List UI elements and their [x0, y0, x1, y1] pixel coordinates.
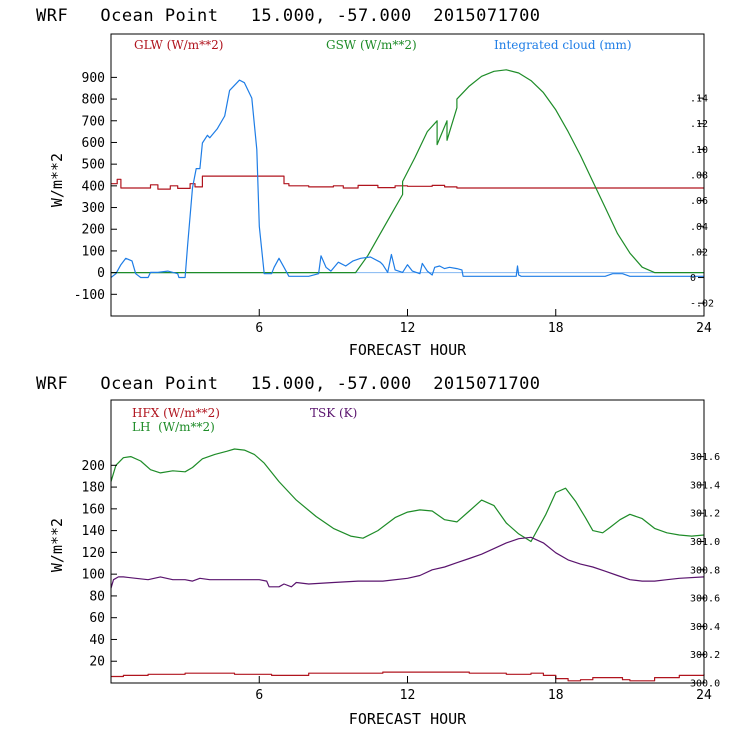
panel-2-y-axis-label: W/m**2 [48, 518, 66, 572]
legend-lh: LH (W/m**2) [132, 420, 215, 434]
panel-2-x-tick-label: 18 [548, 688, 564, 703]
panel-1-y-tick-label: 800 [82, 93, 105, 108]
panel-1-y-tick-label: -100 [74, 288, 105, 303]
panel-1-x-axis-label: FORECAST HOUR [349, 341, 467, 359]
panel-1-y2-tick-label: .04 [690, 222, 708, 233]
panel-2-y-tick-label: 60 [89, 611, 105, 626]
legend-gsw: GSW (W/m**2) [326, 38, 417, 52]
panel-2-plot-frame [110, 399, 705, 684]
panel-2-y2-tick-label: 300.4 [690, 622, 720, 633]
panel-2-x-tick-label: 24 [696, 688, 712, 703]
panel-2-x-tick-label: 12 [400, 688, 416, 703]
panel-1-y2-tick-label: .12 [690, 119, 708, 130]
panel-1-y-axis-label: W/m**2 [48, 153, 66, 207]
panel-1-y-tick-label: 100 [82, 244, 105, 259]
legend-hfx: HFX (W/m**2) [132, 406, 220, 420]
panel-1-y2-tick-label: .02 [690, 247, 708, 258]
panel-2-y-tick-label: 160 [82, 502, 105, 517]
panel-1-x-tick-label: 6 [255, 321, 263, 336]
panel-2-y-tick-label: 120 [82, 546, 105, 561]
panel-2-y2-tick-label: 300.8 [690, 565, 720, 576]
panel-1-y2-tick-label: .14 [690, 94, 708, 105]
panel-2-y-tick-label: 140 [82, 524, 105, 539]
panel-1-y2-tick-label: .08 [690, 171, 708, 182]
radiation-cloud-panel: WRF Ocean Point 15.000, -57.000 20150717… [36, 6, 714, 359]
panel-1-x-tick-label: 24 [696, 321, 712, 336]
panel-2-x-tick-label: 6 [255, 688, 263, 703]
panel-1-y2-tick-label: 0 [690, 273, 696, 284]
legend-tsk: TSK (K) [310, 406, 357, 420]
panel-2-series-hfx-w-m-2 [111, 671, 705, 682]
panel-2-y-tick-label: 180 [82, 481, 105, 496]
panel-2-series-lh-w-m-2 [110, 448, 705, 543]
panel-1-y-tick-label: 200 [82, 223, 105, 238]
panel-1-y-tick-label: 0 [97, 266, 105, 281]
panel-1-y2-tick-label: -.02 [690, 299, 714, 310]
panel-2-x-axis-label: FORECAST HOUR [349, 710, 467, 728]
panel-1-y-tick-label: 700 [82, 114, 105, 129]
flux-skin-temp-panel: WRF Ocean Point 15.000, -57.000 20150717… [36, 374, 720, 728]
panel-1-series-gsw-w-m-2 [111, 69, 704, 274]
panel-1-y-tick-label: 400 [82, 179, 105, 194]
panel-2-title: WRF Ocean Point 15.000, -57.000 20150717… [36, 374, 541, 394]
panel-2-y2-tick-label: 300.6 [690, 594, 720, 605]
panel-1-series-integrated-cloud-mm [110, 79, 704, 279]
panel-2-y2-tick-label: 301.0 [690, 537, 720, 548]
panel-1-x-tick-label: 18 [548, 321, 564, 336]
panel-2-y2-tick-label: 300.0 [690, 679, 720, 690]
panel-2-y-tick-label: 200 [82, 459, 105, 474]
panel-1-y2-tick-label: .10 [690, 145, 708, 156]
panel-2-y2-tick-label: 300.2 [690, 650, 720, 661]
legend-glw: GLW (W/m**2) [134, 38, 223, 52]
panel-2-y2-tick-label: 301.4 [690, 480, 720, 491]
panel-1-y2-tick-label: .06 [690, 196, 708, 207]
panel-1-series-glw-w-m-2 [111, 175, 704, 190]
panel-1-y-tick-label: 500 [82, 158, 105, 173]
panel-2-series-tsk-k [110, 536, 705, 589]
panel-2-legend: HFX (W/m**2) LH (W/m**2) TSK (K) [132, 406, 357, 434]
legend-integrated-cloud: Integrated cloud (mm) [494, 38, 632, 52]
panel-2-y2-tick-label: 301.6 [690, 452, 720, 463]
panel-2-y-tick-label: 100 [82, 568, 105, 583]
panel-2-y-tick-label: 40 [89, 633, 105, 648]
panel-1-y-tick-label: 900 [82, 71, 105, 86]
panel-2-y-tick-label: 80 [89, 589, 105, 604]
panel-2-y-tick-label: 20 [89, 655, 105, 670]
panel-1-legend: GLW (W/m**2) GSW (W/m**2) Integrated clo… [134, 38, 632, 52]
panel-2-y2-tick-label: 301.2 [690, 509, 720, 520]
panel-1-x-tick-label: 12 [400, 321, 416, 336]
panel-1-y-tick-label: 300 [82, 201, 105, 216]
panel-1-y-tick-label: 600 [82, 136, 105, 151]
panel-1-title: WRF Ocean Point 15.000, -57.000 20150717… [36, 6, 541, 26]
